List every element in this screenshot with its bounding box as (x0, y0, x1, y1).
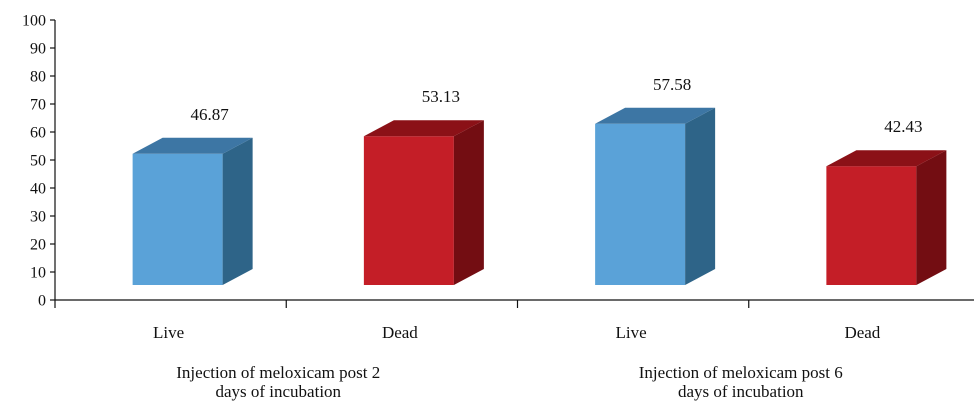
y-tick-label: 90 (30, 41, 46, 58)
y-axis: 0 10 20 30 40 50 60 70 80 90 100 (22, 13, 56, 310)
bar-side (453, 120, 484, 286)
bar-front (595, 123, 686, 285)
bar-top (826, 150, 947, 167)
bar-front (132, 153, 223, 285)
group-label-line: Injection of meloxicam post 6 (639, 363, 843, 382)
group-label-line: days of incubation (678, 382, 804, 401)
value-label: 53.13 (422, 87, 460, 106)
category-label: Dead (382, 323, 418, 342)
bar-front (363, 136, 454, 285)
y-tick-label: 30 (30, 209, 46, 226)
category-label: Live (616, 323, 647, 342)
bar-dead-1 (363, 120, 484, 286)
y-tick-label: 20 (30, 237, 46, 254)
y-tick-label: 80 (30, 69, 46, 86)
y-tick-label: 70 (30, 97, 46, 114)
x-axis (54, 299, 974, 308)
category-label: Dead (844, 323, 880, 342)
group-label-line: days of incubation (215, 382, 341, 401)
y-tick-label: 40 (30, 181, 46, 198)
bar-dead-2 (826, 150, 947, 285)
bar-side (685, 107, 716, 285)
group-label: Injection of meloxicam post 6 days of inc… (639, 363, 843, 401)
value-label: 42.43 (884, 117, 922, 136)
bars (132, 107, 947, 286)
y-tick-label: 0 (38, 293, 46, 310)
bar-side (222, 137, 253, 285)
y-tick-label: 50 (30, 153, 46, 170)
y-tick-label: 100 (22, 13, 46, 30)
bar-top (595, 107, 716, 124)
y-tick-label: 10 (30, 265, 46, 282)
category-label: Live (153, 323, 184, 342)
bar-top (132, 137, 253, 154)
labels: 46.87 Live 53.13 Dead Injection of meloxicam… (153, 75, 922, 401)
bar-side (916, 150, 947, 285)
bar-live-2 (595, 107, 716, 285)
group-label-line: Injection of meloxicam post 2 (176, 363, 380, 382)
group-label: Injection of meloxicam post 2 days of inc… (176, 363, 380, 401)
bar-front (826, 166, 917, 285)
y-tick-label: 60 (30, 125, 46, 142)
bar-top (363, 120, 484, 137)
value-label: 46.87 (191, 105, 230, 124)
bar-live-1 (132, 137, 253, 285)
value-label: 57.58 (653, 75, 691, 94)
